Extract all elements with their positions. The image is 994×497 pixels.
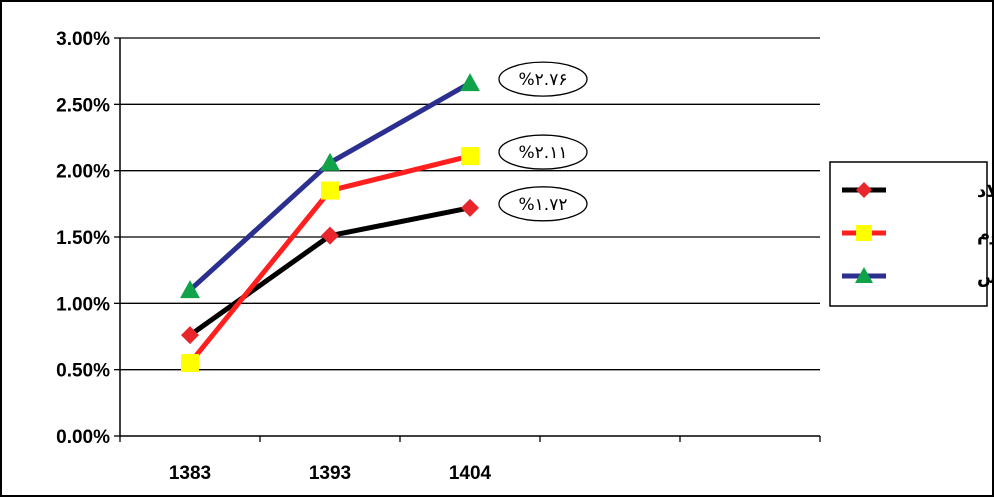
annotation-label: %۲.۷۶ — [519, 70, 568, 90]
legend-swatch-marker — [856, 182, 872, 198]
data-point — [181, 354, 199, 373]
data-point — [321, 226, 339, 245]
annotation-bubble — [498, 61, 588, 97]
annotation-bubble — [498, 134, 588, 170]
x-tick-labels: 1383 1393 1404 — [169, 463, 492, 484]
y-tick-label: 1.50% — [56, 228, 110, 249]
x-tick-label: 1404 — [449, 463, 492, 484]
y-tick-labels: 0.00% 0.50% 1.00% 1.50% 2.00% 2.50% 3.00% — [56, 29, 110, 448]
legend: فولاد آلومینیوم مس — [829, 161, 994, 307]
data-point — [461, 198, 479, 217]
legend-swatch-marker — [856, 225, 872, 241]
data-point — [180, 280, 200, 299]
legend-label: آلومینیوم — [977, 222, 994, 245]
y-tick-label: 0.00% — [56, 427, 110, 448]
data-point — [320, 152, 340, 171]
series-markers — [180, 73, 480, 373]
y-tick-label: 2.00% — [56, 162, 110, 183]
legend-swatch-marker — [855, 267, 873, 283]
annotation-label: %۲.۱۱ — [519, 143, 568, 163]
legend-label: فولاد — [977, 181, 994, 202]
axes — [114, 37, 821, 442]
legend-label: مس — [977, 267, 994, 288]
y-tick-label: 1.00% — [56, 294, 110, 315]
annotation-label: %۱.۷۲ — [519, 195, 568, 215]
y-tick-label: 3.00% — [56, 29, 110, 50]
x-tick-label: 1393 — [309, 463, 351, 484]
annotations: %۲.۷۶ %۲.۱۱ %۱.۷۲ — [498, 61, 588, 222]
annotation-bubble — [498, 186, 588, 222]
data-point — [321, 181, 339, 200]
y-tick-label: 0.50% — [56, 361, 110, 382]
y-tick-label: 2.50% — [56, 95, 110, 116]
data-point — [461, 147, 479, 166]
x-tick-label: 1383 — [169, 463, 211, 484]
data-point — [460, 73, 480, 92]
data-point — [181, 326, 199, 345]
